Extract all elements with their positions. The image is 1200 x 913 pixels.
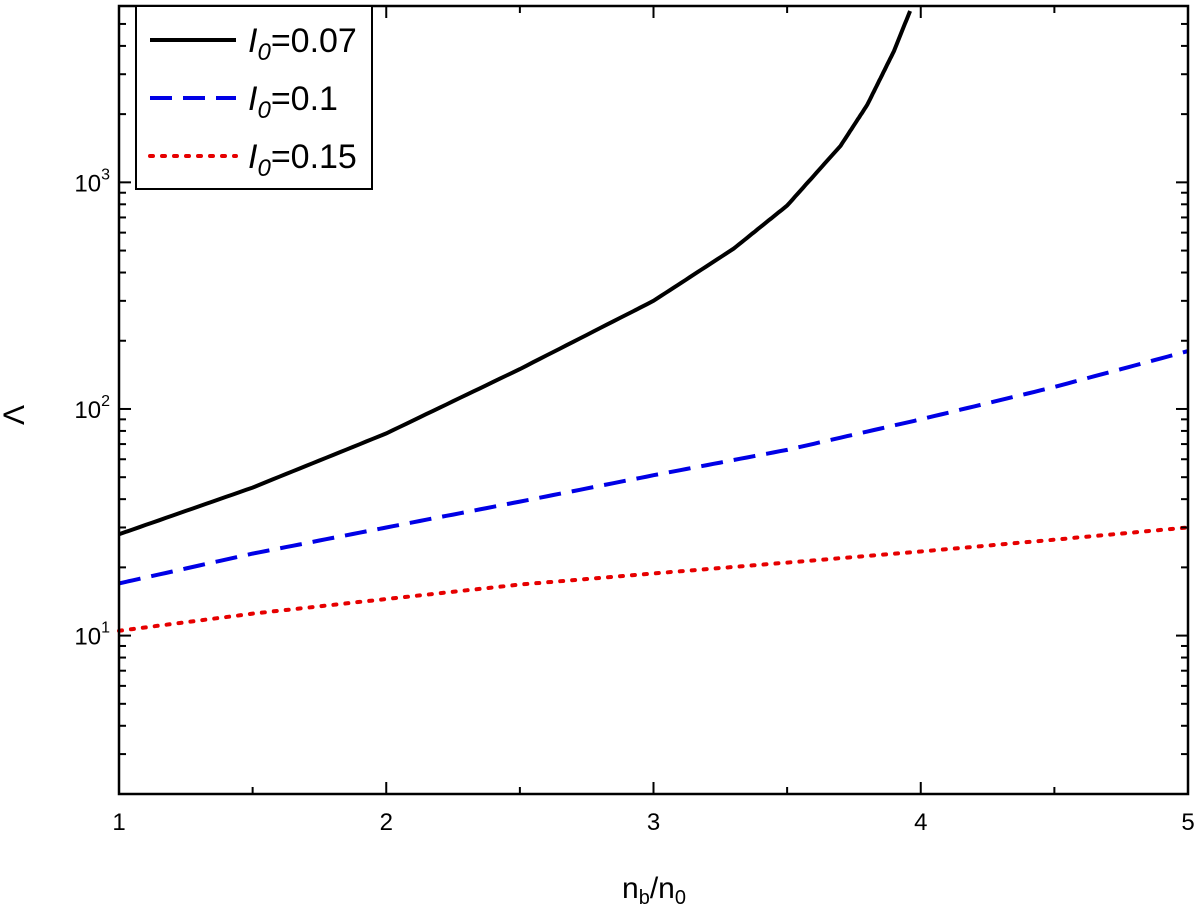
axes-layer: 1 2 3 4 5 101 102 103: [74, 4, 1195, 836]
x-tick-label: 5: [1181, 809, 1194, 836]
series-line: [117, 525, 1190, 633]
x-tick-label: 4: [914, 809, 927, 836]
legend-box: [135, 5, 373, 190]
series-line: [118, 10, 912, 537]
y-tick-label: 102: [74, 393, 110, 424]
y-axis-label: Λ: [0, 405, 31, 425]
y-tick-label: 103: [74, 166, 110, 197]
x-tick-label: 3: [647, 809, 660, 836]
legend: I0=0.07 I0=0.1 I0=0.15: [135, 5, 373, 190]
series-layer: [117, 10, 1190, 633]
x-tick-label: 2: [380, 809, 393, 836]
legend-label: I0=0.1: [248, 80, 338, 124]
x-axis-label: nb/n0: [622, 872, 686, 909]
y-tick-label: 101: [74, 620, 110, 651]
legend-label: I0=0.07: [248, 22, 357, 66]
series-line: [118, 349, 1189, 586]
legend-label: I0=0.15: [248, 138, 357, 182]
x-tick-label: 1: [112, 809, 125, 836]
